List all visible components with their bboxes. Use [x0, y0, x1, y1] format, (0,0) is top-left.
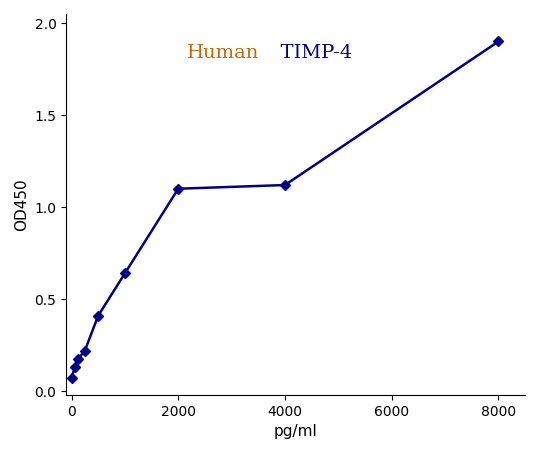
- Text: TIMP-4: TIMP-4: [268, 44, 353, 63]
- X-axis label: pg/ml: pg/ml: [274, 424, 317, 439]
- Text: Human: Human: [186, 44, 259, 63]
- Y-axis label: OD450: OD450: [14, 178, 29, 231]
